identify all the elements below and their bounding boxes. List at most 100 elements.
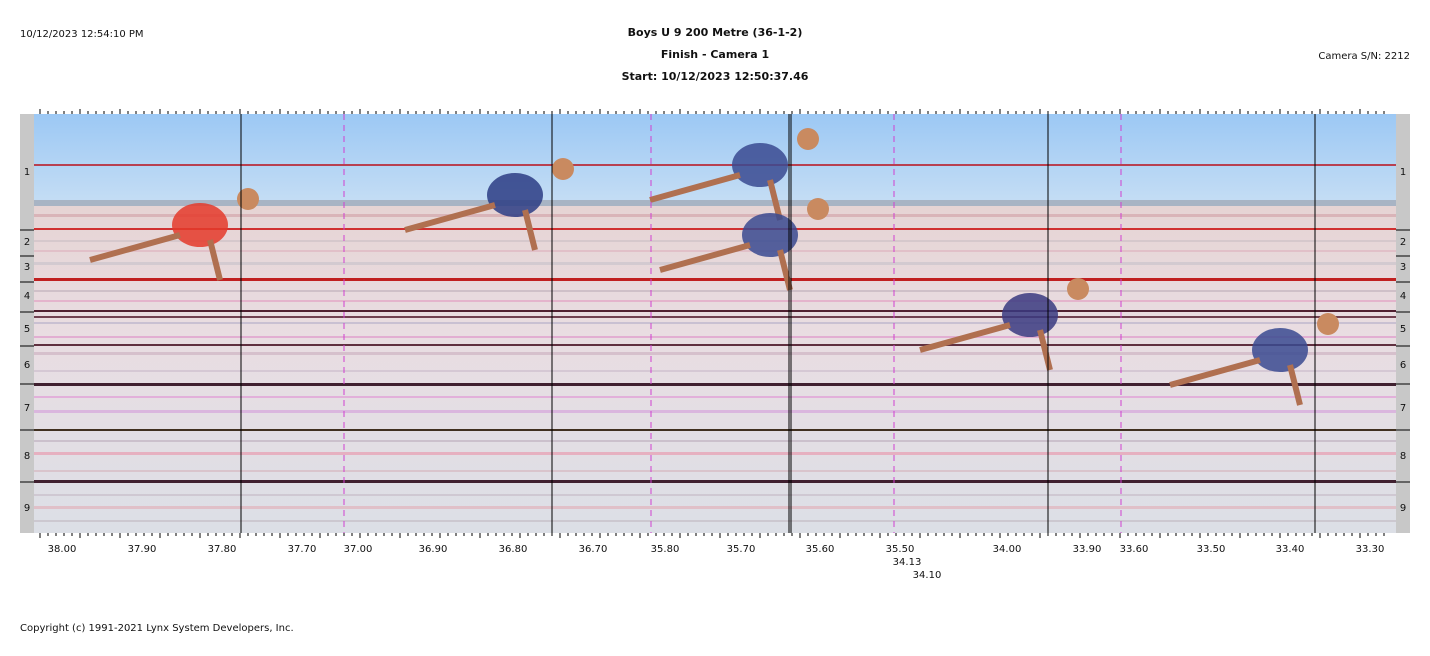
runner-head	[797, 128, 819, 150]
time-label: 35.50	[886, 544, 915, 555]
runner-leg	[404, 202, 496, 233]
lane-line	[34, 344, 1396, 346]
time-label: 33.30	[1356, 544, 1385, 555]
sky	[34, 114, 1396, 206]
lane-label: 5	[24, 324, 30, 335]
runner-leg	[919, 322, 1011, 353]
time-label: 35.60	[806, 544, 835, 555]
track-stripe	[34, 336, 1396, 338]
time-label: 37.70	[288, 544, 317, 555]
lane-label: 2	[1400, 237, 1406, 248]
runner-leg	[522, 209, 538, 251]
lane-label: 9	[1400, 503, 1406, 514]
runner-head	[1317, 313, 1339, 335]
copyright: Copyright (c) 1991-2021 Lynx System Deve…	[20, 623, 294, 634]
lane-label: 4	[24, 291, 30, 302]
runner-body	[742, 213, 798, 257]
fence	[34, 200, 1396, 206]
track-stripe	[34, 470, 1396, 472]
lane-label: 8	[24, 451, 30, 462]
runner-body	[487, 173, 543, 217]
lane-label: 1	[24, 167, 30, 178]
side-strip	[20, 114, 34, 533]
lane-label: 8	[1400, 451, 1406, 462]
lane-label: 6	[24, 360, 30, 371]
lane-label: 7	[1400, 403, 1406, 414]
runner-body	[1002, 293, 1058, 337]
time-label: 33.60	[1120, 544, 1149, 555]
runner-leg	[1287, 364, 1303, 406]
track-stripe	[34, 262, 1396, 265]
runner-leg	[659, 242, 751, 273]
track-stripe	[34, 440, 1396, 442]
track-stripe	[34, 214, 1396, 217]
time-label: 35.70	[727, 544, 756, 555]
track-stripe	[34, 322, 1396, 324]
time-label: 34.00	[993, 544, 1022, 555]
runner-leg	[649, 172, 741, 203]
race-title: Boys U 9 200 Metre (36-1-2)	[628, 26, 803, 39]
start-time: Start: 10/12/2023 12:50:37.46	[622, 70, 809, 83]
lane-label: 5	[1400, 324, 1406, 335]
lane-label: 1	[1400, 167, 1406, 178]
lane-line	[34, 480, 1396, 483]
lane-line	[34, 429, 1396, 431]
lane-line	[34, 228, 1396, 230]
time-label: 36.80	[499, 544, 528, 555]
track-stripe	[34, 250, 1396, 252]
time-label: 33.40	[1276, 544, 1305, 555]
runner-leg	[777, 249, 793, 291]
lane-label: 3	[1400, 262, 1406, 273]
camera-title: Finish - Camera 1	[661, 48, 769, 61]
time-label: 33.90	[1073, 544, 1102, 555]
time-label: 37.90	[128, 544, 157, 555]
runner-head	[552, 158, 574, 180]
track-stripe	[34, 370, 1396, 372]
runner-leg	[767, 179, 783, 221]
track-stripe	[34, 300, 1396, 302]
runner-leg	[1169, 357, 1261, 388]
runner-leg	[207, 239, 223, 281]
track-stripe	[34, 290, 1396, 292]
track-stripe	[34, 494, 1396, 496]
time-label: 35.80	[651, 544, 680, 555]
track-stripe	[34, 410, 1396, 413]
lane-line	[34, 316, 1396, 318]
track-stripe	[34, 520, 1396, 522]
timestamp: 10/12/2023 12:54:10 PM	[20, 29, 144, 40]
runner-head	[1067, 278, 1089, 300]
time-label: 36.70	[579, 544, 608, 555]
lane-label: 4	[1400, 291, 1406, 302]
lane-label: 7	[24, 403, 30, 414]
track-stripe	[34, 452, 1396, 455]
lane-line	[34, 278, 1396, 281]
lane-label: 6	[1400, 360, 1406, 371]
track-stripe	[34, 240, 1396, 242]
runner-body	[732, 143, 788, 187]
runner-body	[1252, 328, 1308, 372]
side-strip	[1396, 114, 1410, 533]
runner-body	[172, 203, 228, 247]
lane-label: 2	[24, 237, 30, 248]
track	[34, 206, 1396, 533]
runner-head	[807, 198, 829, 220]
camera-serial: Camera S/N: 2212	[1318, 51, 1410, 62]
time-label: 37.80	[208, 544, 237, 555]
track-stripe	[34, 506, 1396, 509]
runner-leg	[89, 232, 181, 263]
lane-line	[34, 310, 1396, 312]
runner-head	[237, 188, 259, 210]
track-stripe	[34, 352, 1396, 355]
time-label: 38.00	[48, 544, 77, 555]
time-label: 33.50	[1197, 544, 1226, 555]
lane-line	[34, 164, 1396, 166]
time-note: 34.10	[913, 570, 942, 581]
time-label: 37.00	[344, 544, 373, 555]
lane-line	[34, 383, 1396, 386]
lane-label: 9	[24, 503, 30, 514]
track-stripe	[34, 396, 1396, 398]
time-note: 34.13	[893, 557, 922, 568]
photo-area	[20, 114, 1410, 533]
lane-label: 3	[24, 262, 30, 273]
